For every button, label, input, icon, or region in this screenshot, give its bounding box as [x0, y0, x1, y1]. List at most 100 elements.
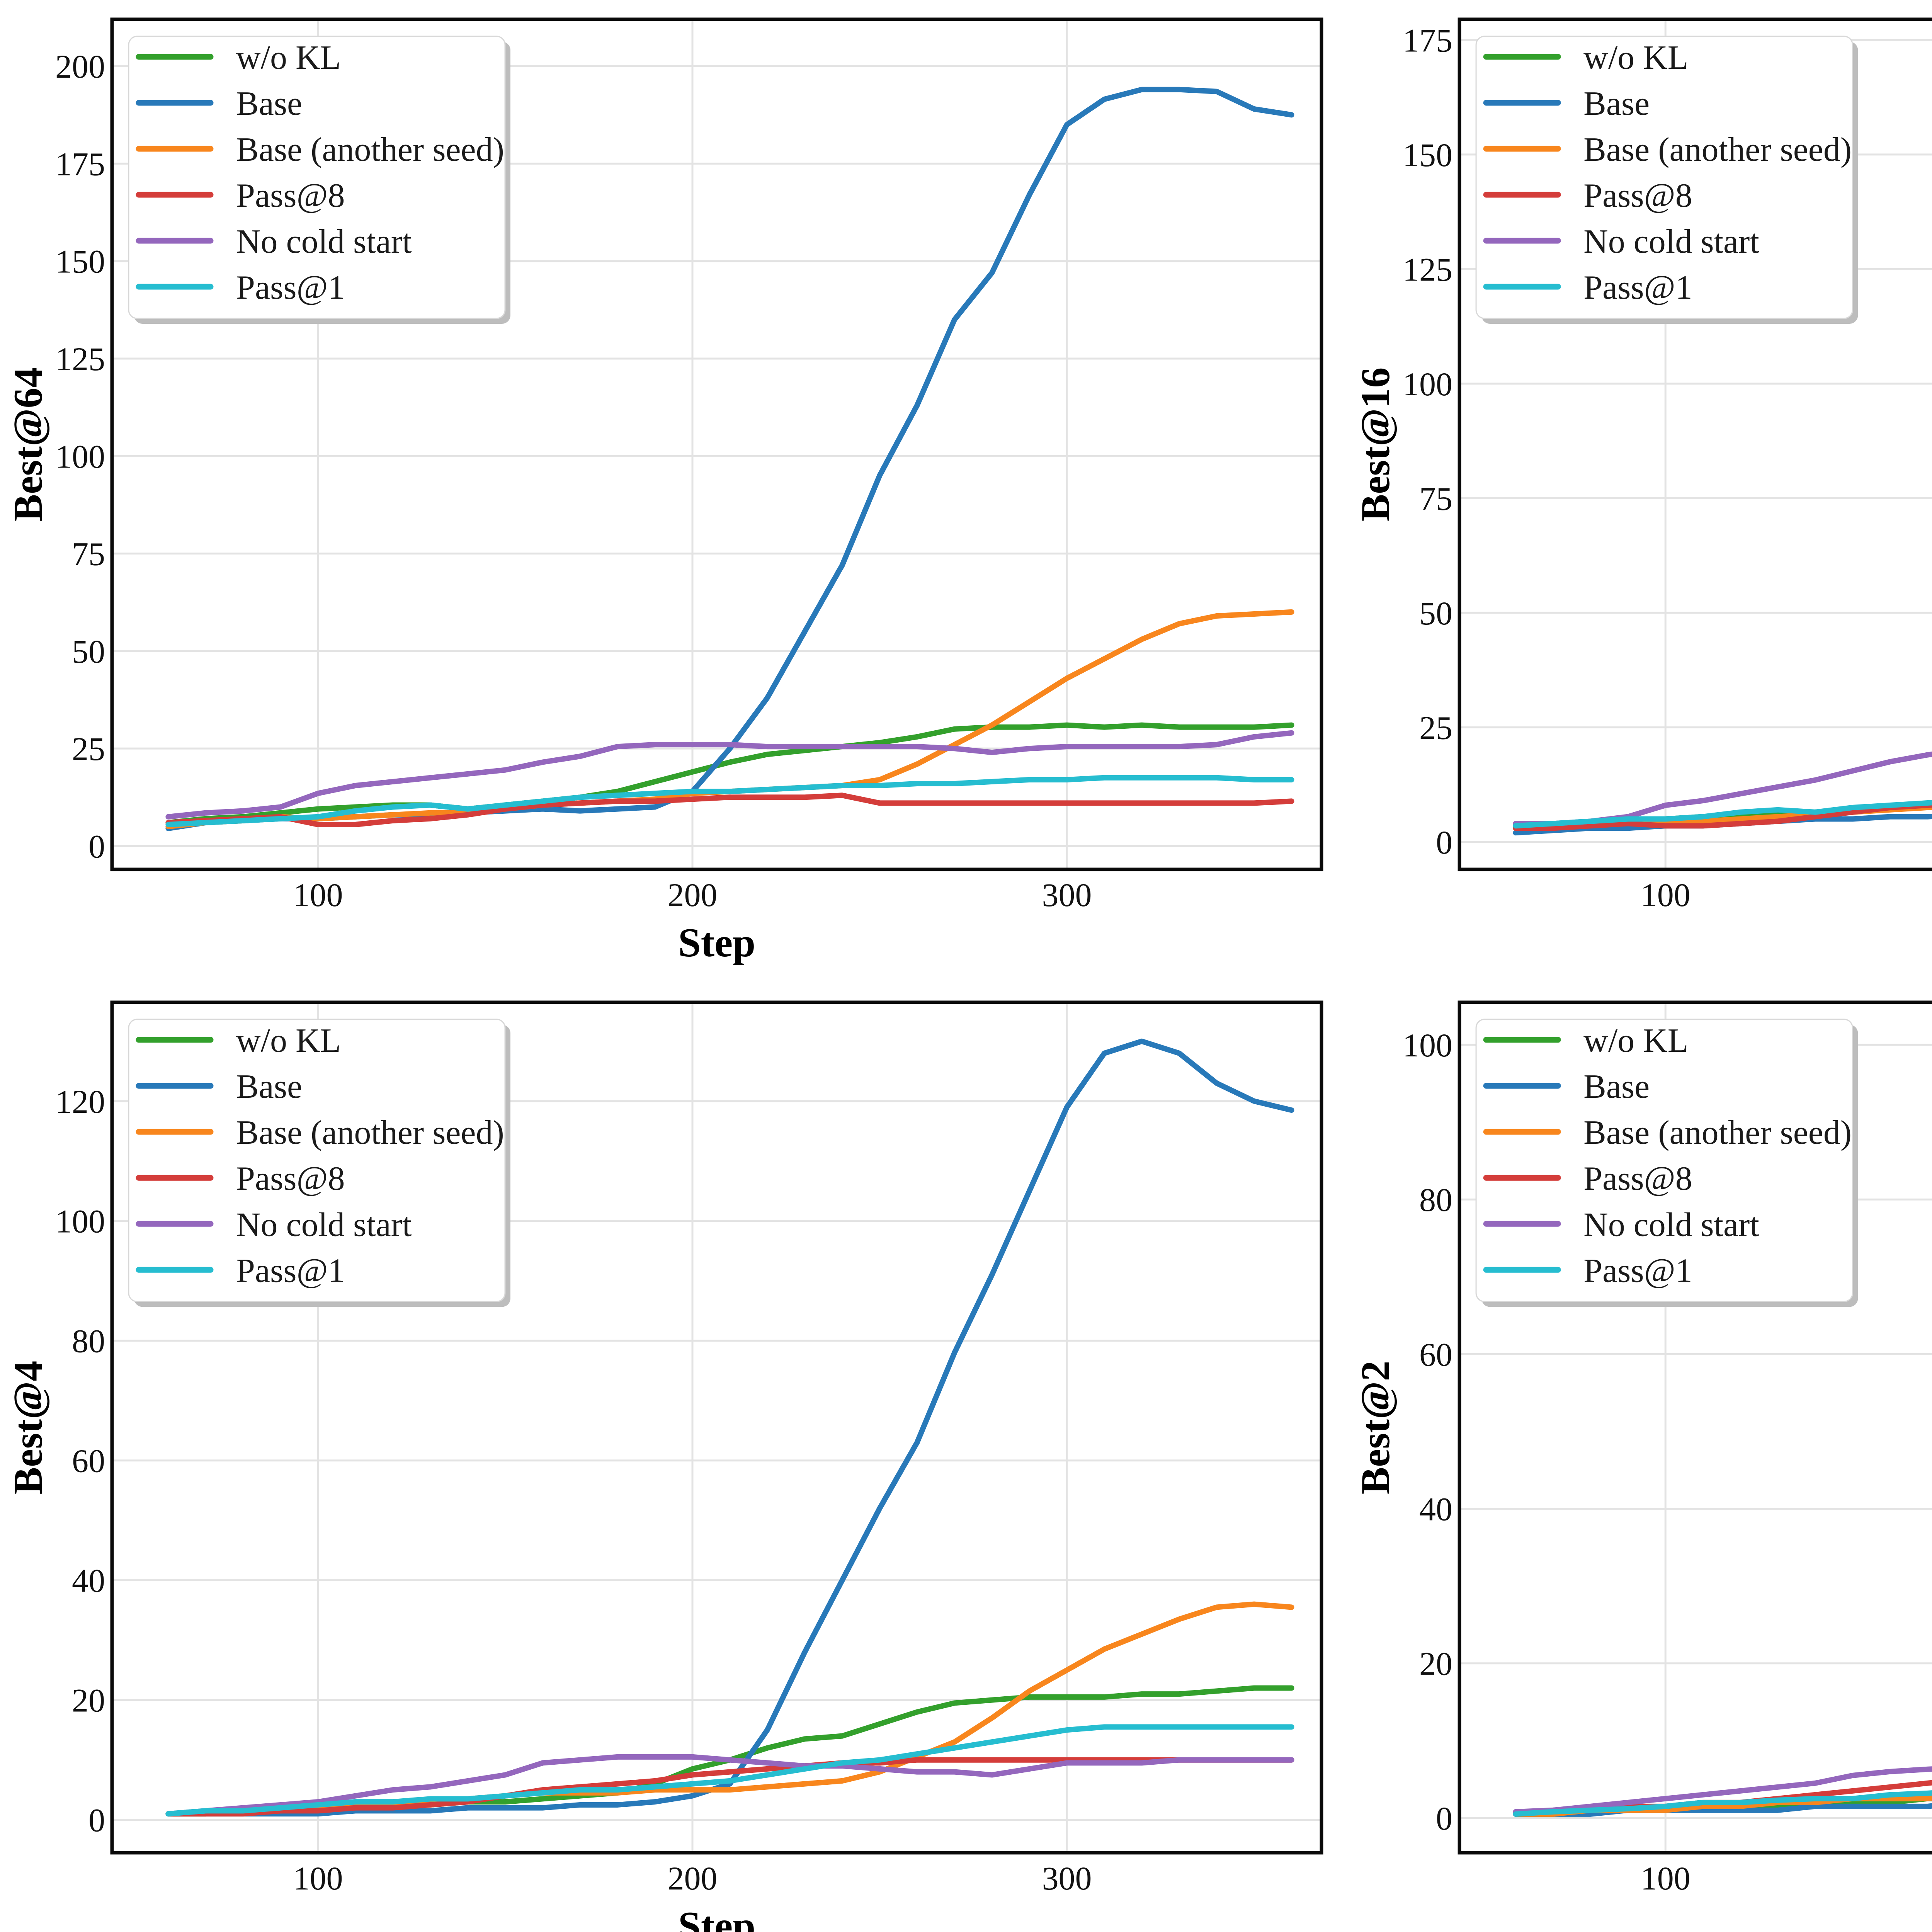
y-axis-label: Best@64: [5, 367, 51, 522]
y-tick-label-150: 150: [1403, 136, 1452, 173]
y-tick-label-100: 100: [55, 1203, 105, 1240]
series-line-pass-1: [1513, 800, 1932, 829]
y-tick-label-100: 100: [55, 438, 105, 475]
legend-item-w-o-kl: w/o KL: [1483, 1022, 1689, 1060]
legend-item-no-cold-start: No cold start: [136, 1206, 412, 1243]
chart-best-at-2-svg: 020406080100100200300StepBest@2w/o KLBas…: [1347, 983, 1932, 1932]
legend-label: Base (another seed): [236, 131, 504, 168]
y-tick-label-50: 50: [72, 633, 105, 670]
x-tick-label-100: 100: [1641, 876, 1690, 913]
legend-item-pass-8: Pass@8: [136, 177, 345, 214]
legend-label: Pass@8: [236, 1160, 345, 1197]
legend-item-base-another-seed: Base (another seed): [136, 131, 504, 168]
legend-label: Pass@1: [1583, 1252, 1692, 1289]
y-tick-label-80: 80: [1419, 1181, 1452, 1218]
x-axis-label: Step: [678, 1903, 755, 1932]
legend-label: Pass@8: [1583, 1160, 1692, 1197]
y-tick-label-200: 200: [55, 48, 105, 85]
x-tick-label-200: 200: [668, 1860, 718, 1897]
legend-label: Base: [236, 1068, 302, 1105]
legend-item-w-o-kl: w/o KL: [136, 39, 341, 77]
legend-label: Base: [236, 85, 302, 122]
series-line-w-o-kl: [165, 722, 1294, 825]
y-tick-label-50: 50: [1419, 595, 1452, 632]
x-tick-label-200: 200: [668, 876, 718, 913]
series-line-pass-8: [165, 1757, 1294, 1817]
legend-label: No cold start: [1583, 223, 1759, 260]
legend-item-no-cold-start: No cold start: [1483, 223, 1759, 260]
legend-item-base: Base: [1483, 1068, 1650, 1105]
x-tick-label-100: 100: [1641, 1860, 1690, 1897]
y-tick-label-60: 60: [1419, 1336, 1452, 1373]
legend-item-pass-1: Pass@1: [1483, 269, 1692, 306]
legend-label: Base: [1583, 1068, 1650, 1105]
y-tick-label-20: 20: [1419, 1645, 1452, 1682]
legend-item-base-another-seed: Base (another seed): [1483, 1114, 1852, 1151]
legend-label: Pass@1: [236, 1252, 345, 1289]
legend-item-pass-1: Pass@1: [136, 1252, 345, 1289]
legend-label: Pass@8: [1583, 177, 1692, 214]
legend-label: Pass@1: [1583, 269, 1692, 306]
legend-item-pass-8: Pass@8: [1483, 177, 1692, 214]
legend-label: w/o KL: [1583, 1022, 1688, 1060]
y-tick-label-175: 175: [1403, 22, 1452, 59]
chart-best-at-64-svg: 0 25 50 75 100 125 150 175 200 100 200 300 Step Best@…: [0, 0, 1347, 983]
legend-item-no-cold-start: No cold start: [1483, 1206, 1759, 1243]
y-tick-label-20: 20: [72, 1682, 105, 1719]
chart-best-at-2: 020406080100100200300StepBest@2w/o KLBas…: [1347, 983, 1932, 1932]
series-line-pass-1: [165, 775, 1294, 827]
x-tick-label-100: 100: [293, 876, 343, 913]
legend-box: [1475, 36, 1853, 319]
legend-label: No cold start: [1583, 1206, 1759, 1243]
series-line-no-cold-start: [1513, 752, 1932, 827]
x-tick-label-300: 300: [1042, 1860, 1092, 1897]
legend-item-pass-8: Pass@8: [1483, 1160, 1692, 1197]
y-tick-label-0: 0: [1436, 824, 1452, 861]
legend: w/o KL Base Base (another seed) Pass@8 No co…: [128, 1019, 510, 1307]
legend-item-w-o-kl: w/o KL: [136, 1022, 341, 1060]
y-tick-label-125: 125: [1403, 251, 1452, 288]
chart-best-at-64: 0 25 50 75 100 125 150 175 200 100 200 300 Step Best@…: [0, 0, 1347, 983]
x-axis-label: Step: [678, 920, 755, 965]
series-line-base: [165, 1038, 1294, 1817]
y-tick-label-100: 100: [1403, 1027, 1452, 1064]
legend-item-base-another-seed: Base (another seed): [1483, 131, 1852, 168]
y-tick-label-80: 80: [72, 1323, 105, 1360]
y-tick-label-120: 120: [55, 1083, 105, 1120]
legend-item-pass-1: Pass@1: [136, 269, 345, 306]
series-line-no-cold-start: [165, 730, 1294, 820]
legend-label: Base (another seed): [1583, 1114, 1852, 1151]
legend: w/o KL Base Base (another seed) Pass@8 No co…: [1475, 1019, 1858, 1307]
legend-item-base: Base: [1483, 85, 1650, 122]
legend-item-base: Base: [136, 85, 302, 122]
legend-label: Base: [1583, 85, 1650, 122]
legend-label: Base (another seed): [236, 1114, 504, 1151]
y-tick-label-175: 175: [55, 145, 105, 182]
y-tick-label-60: 60: [72, 1442, 105, 1480]
legend-box: [128, 36, 506, 319]
legend-label: Pass@1: [236, 269, 345, 306]
axes-spines: [1458, 17, 1932, 871]
legend-item-no-cold-start: No cold start: [136, 223, 412, 260]
y-tick-label-0: 0: [88, 828, 105, 865]
legend-label: w/o KL: [236, 39, 341, 77]
series-line-base-another-seed: [1513, 804, 1932, 831]
x-tick-label-300: 300: [1042, 876, 1092, 913]
legend-label: Pass@8: [236, 177, 345, 214]
series-line-no-cold-start: [1513, 1766, 1932, 1815]
axes-spines: [1458, 1000, 1932, 1855]
y-tick-label-0: 0: [1436, 1800, 1452, 1837]
legend-box: [1475, 1019, 1853, 1302]
y-axis-label: Best@16: [1353, 367, 1398, 522]
series-line-base: [1513, 1803, 1932, 1817]
y-tick-label-100: 100: [1403, 366, 1452, 403]
legend: w/o KL Base Base (another seed) Pass@8 No co…: [128, 36, 510, 324]
y-tick-label-125: 125: [55, 340, 105, 378]
series-line-pass-8: [165, 793, 1294, 827]
y-tick-label-40: 40: [1419, 1491, 1452, 1528]
series-line-pass-8: [1513, 802, 1932, 831]
y-tick-label-25: 25: [72, 730, 105, 767]
series-line-pass-1: [165, 1724, 1294, 1817]
y-axis-label: Best@4: [5, 1361, 51, 1494]
